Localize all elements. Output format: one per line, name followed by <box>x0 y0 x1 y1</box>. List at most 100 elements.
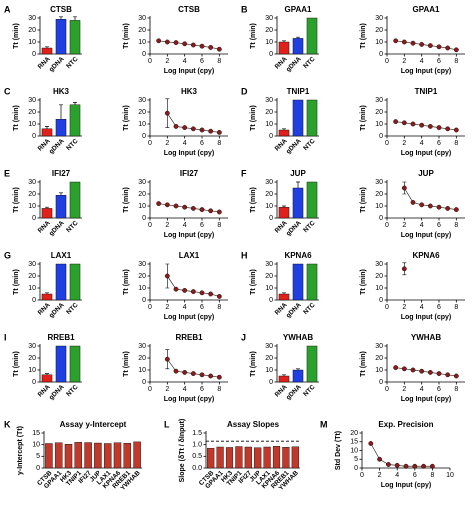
data-point <box>445 45 451 51</box>
bar <box>306 263 318 301</box>
x-tick-label: NTC <box>65 219 80 234</box>
chart-title: IFI27 <box>180 169 199 178</box>
bar <box>291 446 299 469</box>
x-tick-label: NTC <box>65 383 80 398</box>
data-point <box>156 38 162 44</box>
x-tick-label: 6 <box>413 472 417 479</box>
data-point <box>401 366 407 372</box>
y-axis-label: Std Dev (Tt) <box>335 431 342 470</box>
y-tick-label: 30 <box>375 179 383 186</box>
x-tick-label: 8 <box>217 304 221 311</box>
y-axis-label: Tt (min) <box>13 23 20 49</box>
error-bar <box>45 373 49 375</box>
x-tick-label: 4 <box>183 140 187 147</box>
x-tick-label: 0 <box>360 472 364 479</box>
y-tick-label: 10 <box>28 39 36 46</box>
data-point <box>393 365 399 370</box>
data-point <box>156 201 162 207</box>
data-point <box>412 463 418 469</box>
y-tick-label: 30 <box>265 261 273 268</box>
data-point <box>173 40 179 45</box>
y-axis-label: Tt (min) <box>360 351 367 377</box>
y-axis-label: Tt (min) <box>360 187 367 213</box>
data-point <box>436 204 442 210</box>
y-tick-label: 30 <box>138 97 146 104</box>
x-tick-label: 0 <box>385 140 389 147</box>
bar <box>64 444 73 469</box>
x-axis-label: Log Input (cpy) <box>164 396 215 403</box>
data-point <box>453 47 459 53</box>
y-tick-label: 20 <box>138 27 146 34</box>
x-axis-label: Log Input (cpy) <box>401 232 452 239</box>
y-tick-label: 0 <box>379 215 383 222</box>
y-tick-label: 15 <box>350 439 358 446</box>
data-point <box>173 368 179 374</box>
error-bar <box>59 104 63 120</box>
x-tick-label: 0 <box>148 386 152 393</box>
y-axis-label: Tt (min) <box>123 351 130 377</box>
x-tick-label: 8 <box>217 386 221 393</box>
data-point <box>182 41 188 47</box>
panel-letter: M <box>320 419 328 429</box>
y-tick-label: 0 <box>269 51 273 58</box>
bar <box>55 19 67 55</box>
bar <box>306 17 318 55</box>
error-bar <box>296 36 300 39</box>
bar <box>292 38 304 55</box>
y-tick-label: 1.0 <box>192 442 202 449</box>
y-tick-label: 10 <box>265 203 273 210</box>
x-tick-label: 2 <box>165 222 169 229</box>
bar <box>278 129 290 137</box>
x-tick-label: gDNA <box>48 137 66 155</box>
error-bar <box>45 206 49 209</box>
y-tick-label: 20 <box>265 191 273 198</box>
bar <box>55 118 67 137</box>
data-point <box>410 40 416 46</box>
y-tick-label: 30 <box>28 261 36 268</box>
panel-letter: D <box>241 86 248 96</box>
y-tick-label: 20 <box>375 27 383 34</box>
data-point <box>216 209 222 215</box>
y-tick-label: 10 <box>138 285 146 292</box>
x-tick-label: 0 <box>385 222 389 229</box>
data-point <box>393 38 399 44</box>
y-axis-label: Tt (min) <box>250 351 257 377</box>
y-tick-label: 30 <box>375 343 383 350</box>
bar <box>55 345 67 383</box>
y-tick-label: 30 <box>375 261 383 268</box>
panel-letter: B <box>241 4 248 14</box>
x-tick-label: NTC <box>302 219 317 234</box>
y-axis-label: Tt (min) <box>360 269 367 295</box>
bar <box>55 263 67 301</box>
data-point <box>164 202 170 208</box>
error-bar <box>59 16 63 20</box>
x-tick-label: 8 <box>454 58 458 65</box>
y-tick-label: 30 <box>265 343 273 350</box>
x-tick-label: 2 <box>402 140 406 147</box>
data-point <box>208 373 214 379</box>
data-point <box>445 372 451 378</box>
x-axis-label: Log Input (cpy) <box>401 68 452 75</box>
y-tick-label: 10 <box>138 367 146 374</box>
x-tick-label: 6 <box>200 58 204 65</box>
y-tick-label: 15 <box>32 430 40 437</box>
y-axis-label: Tt (min) <box>360 105 367 131</box>
y-tick-label: 20 <box>138 273 146 280</box>
x-tick-label: 6 <box>200 304 204 311</box>
x-tick-label: 6 <box>200 386 204 393</box>
x-tick-label: 2 <box>402 304 406 311</box>
bar <box>69 104 81 137</box>
x-tick-label: gDNA <box>48 301 66 319</box>
x-tick-label: 4 <box>420 222 424 229</box>
bar <box>278 206 290 219</box>
error-bar <box>282 128 286 130</box>
y-tick-label: 0 <box>379 51 383 58</box>
data-point <box>199 43 205 49</box>
y-tick-label: 30 <box>28 97 36 104</box>
y-axis-label: Tt (min) <box>13 269 20 295</box>
x-tick-label: 0 <box>385 386 389 393</box>
chart-title: Assay y-Intercept <box>60 420 127 429</box>
bar <box>41 128 53 137</box>
data-point <box>368 441 374 446</box>
x-tick-label: 4 <box>420 386 424 393</box>
